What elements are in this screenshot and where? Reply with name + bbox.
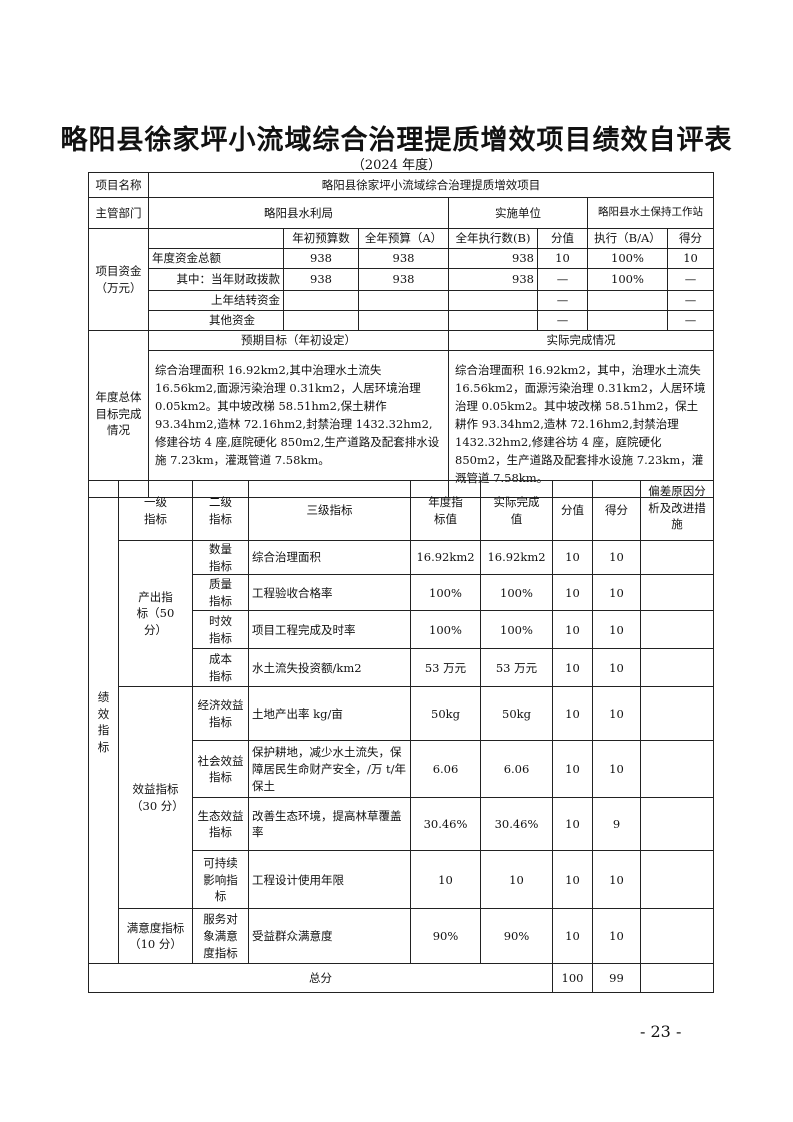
indicator-header: 三级指标 (248, 480, 411, 541)
indicator-row: 产出指标（50 分） 数量指标 综合治理面积 16.92km2 16.92km2… (89, 539, 714, 688)
document-title: 略阳县徐家坪小流域综合治理提质增效项目绩效自评表 (60, 125, 733, 156)
indicator-header: 年度指标值 (410, 480, 481, 541)
indicator-row: 成本指标 水土流失投资额/km2 53 万元 53 万元 10 10 (89, 648, 714, 688)
indicators-side-label: 绩效指标 (88, 479, 119, 965)
indicator-group: 效益指标（30 分） (118, 686, 193, 910)
funds-header: 得分 (666, 228, 715, 249)
impl-value: 略阳县水土保持工作站 (586, 197, 715, 229)
indicator-row: 可持续影响指标 工程设计使用年限 10 10 10 10 (89, 850, 714, 910)
planned-goal-text: 综合治理面积 16.92km2,其中治理水土流失 16.56km2,面源污染治理… (148, 350, 449, 498)
indicator-group: 产出指标（50 分） (118, 539, 193, 688)
page-number: - 23 - (640, 1022, 682, 1041)
goals-label: 年度总体目标完成情况 (88, 330, 149, 498)
project-info-table: 项目名称 略阳县徐家坪小流域综合治理提质增效项目 主管部门 略阳县水利局 实施单… (88, 172, 715, 498)
indicator-header: 偏差原因分析及改进措施 (640, 480, 714, 541)
funds-header: 执行（B/A） (587, 228, 668, 249)
indicator-group: 满意度指标（10 分） (118, 908, 193, 965)
total-row: 总分 100 99 (88, 963, 714, 994)
indicator-header: 分值 (552, 480, 593, 541)
actual-goal-text: 综合治理面积 16.92km2，其中，治理水土流失 16.56km2，面源污染治… (447, 350, 715, 498)
indicator-row: 效益指标（30 分） 经济效益指标 土地产出率 kg/亩 50kg 50kg 1… (89, 686, 714, 910)
funds-row: 其他资金 — — (89, 310, 715, 331)
indicator-header: 实际完成值 (480, 480, 553, 541)
total-label: 总分 (88, 963, 553, 994)
indicator-row: 质量指标 工程验收合格率 100% 100% 10 10 (89, 574, 714, 612)
funds-row: 上年结转资金 — — (89, 290, 715, 311)
actual-goal-header: 实际完成情况 (447, 330, 715, 351)
funds-header: 全年预算（A） (358, 228, 449, 249)
indicator-header: 一级指标 (118, 480, 193, 541)
indicator-header: 二级指标 (192, 480, 249, 541)
planned-goal-header: 预期目标（年初设定） (148, 330, 449, 351)
indicator-row: 满意度指标（10 分） 服务对象满意度指标 受益群众满意度 90% 90% 10… (89, 908, 714, 965)
funds-header: 年初预算数 (283, 228, 359, 249)
indicators-table: 绩效指标 一级指标 二级指标 三级指标 年度指标值 实际完成值 分值 得分 偏差… (88, 479, 714, 994)
impl-label: 实施单位 (448, 197, 588, 229)
document-subtitle: （2024 年度） (351, 158, 442, 173)
funds-row: 年度资金总额 938 938 938 10 100% 10 (89, 248, 715, 269)
funds-label: 项目资金（万元） (88, 228, 149, 331)
indicator-row: 生态效益指标 改善生态环境，提高林草覆盖率 30.46% 30.46% 10 9 (89, 797, 714, 852)
total-max: 100 (552, 963, 593, 994)
funds-header: 全年执行数(B) (448, 228, 538, 249)
project-name-label: 项目名称 (88, 172, 149, 198)
project-name: 略阳县徐家坪小流域综合治理提质增效项目 (147, 172, 715, 198)
dept-label: 主管部门 (88, 197, 149, 229)
funds-header: 分值 (537, 228, 588, 249)
indicator-header: 得分 (592, 480, 641, 541)
dept-value: 略阳县水利局 (148, 197, 449, 229)
total-score: 99 (592, 963, 641, 994)
funds-row: 其中：当年财政拨款 938 938 938 — 100% — (89, 268, 715, 291)
indicator-row: 社会效益指标 保护耕地，减少水土流失，保障居民生命财产安全，/万 t/年保土 6… (89, 740, 714, 799)
